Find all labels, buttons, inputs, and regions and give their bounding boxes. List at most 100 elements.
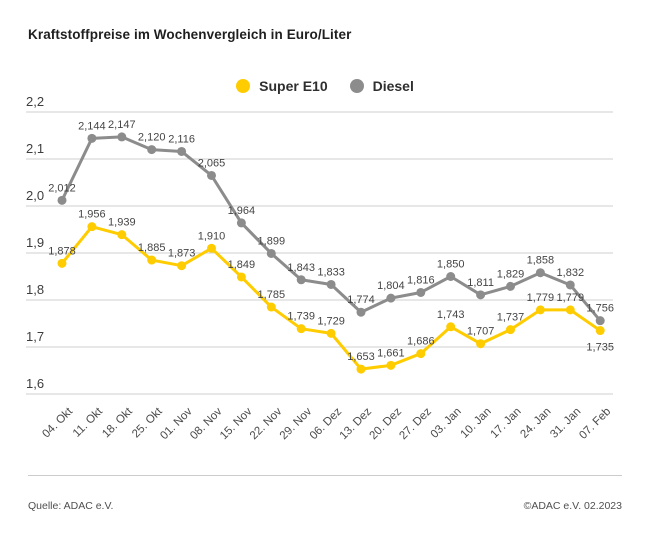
super-e10-value-label: 1,739	[287, 311, 315, 323]
x-axis-tick-label: 17. Jan	[488, 406, 523, 441]
super-e10-point	[117, 230, 127, 240]
diesel-value-label: 1,756	[586, 303, 614, 315]
super-e10-point	[565, 305, 575, 315]
super-e10-value-label: 1,849	[228, 259, 256, 271]
x-axis-tick-label: 07. Feb	[577, 406, 613, 442]
x-axis-tick-label: 31. Jan	[548, 406, 583, 441]
y-axis-tick-label: 1,6	[26, 376, 44, 391]
diesel-value-label: 1,829	[497, 268, 525, 280]
diesel-point	[356, 307, 366, 317]
diesel-legend-marker-icon	[349, 79, 364, 93]
super-e10-value-label: 1,785	[258, 289, 286, 301]
super-e10-value-label: 1,735	[586, 342, 614, 354]
source-note: Quelle: ADAC e.V.	[28, 500, 114, 512]
x-axis-tick-label: 11. Okt	[71, 405, 106, 440]
diesel-point	[147, 145, 157, 155]
diesel-value-label: 1,804	[377, 280, 405, 292]
super-e10-point	[535, 305, 545, 315]
diesel-point	[87, 133, 97, 143]
y-axis-tick-label: 2,0	[26, 188, 44, 203]
diesel-value-label: 2,012	[48, 182, 76, 194]
legend-item-super-e10: Super E10	[236, 78, 328, 94]
diesel-point	[266, 248, 276, 258]
super-e10-point	[87, 222, 97, 232]
super-e10-value-label: 1,956	[78, 209, 106, 221]
diesel-value-label: 1,816	[407, 274, 435, 286]
super-e10-point	[57, 258, 67, 268]
super-e10-point	[356, 364, 366, 374]
super-e10-value-label: 1,686	[407, 336, 435, 348]
diesel-value-label: 2,144	[78, 120, 106, 132]
diesel-point	[207, 170, 216, 180]
super-e10-value-label: 1,910	[198, 230, 226, 242]
super-e10-value-label: 1,707	[467, 326, 495, 338]
super-e10-value-label: 1,939	[108, 217, 136, 229]
diesel-point	[326, 279, 336, 289]
super-e10-point	[266, 302, 276, 312]
super-e10-point	[296, 324, 306, 334]
diesel-value-label: 2,120	[138, 132, 166, 144]
legend-label-diesel: Diesel	[372, 78, 414, 94]
x-axis-tick-label: 13. Dez	[338, 405, 375, 442]
chart-legend: Super E10 Diesel	[0, 78, 650, 94]
diesel-value-label: 2,147	[108, 119, 136, 131]
x-axis-tick-label: 24. Jan	[518, 406, 553, 441]
y-axis-tick-label: 1,9	[26, 235, 44, 250]
legend-item-diesel: Diesel	[349, 78, 414, 94]
super-e10-point	[506, 325, 515, 335]
super-e10-value-label: 1,729	[317, 315, 345, 327]
super-e10-point	[446, 322, 456, 332]
super-e10-point	[177, 261, 187, 271]
x-axis-tick-label: 22. Nov	[248, 405, 285, 442]
super-e10-value-label: 1,878	[48, 245, 76, 257]
super-e10-point	[326, 328, 336, 338]
chart-title: Kraftstoffpreise im Wochenvergleich in E…	[28, 27, 352, 42]
diesel-point	[595, 316, 605, 326]
x-axis-tick-label: 27. Dez	[397, 405, 434, 442]
x-axis-tick-label: 15. Nov	[218, 405, 255, 442]
x-axis-tick-label: 29. Nov	[278, 405, 315, 442]
legend-label-super-e10: Super E10	[259, 78, 328, 94]
x-axis-tick-label: 20. Dez	[368, 405, 405, 442]
diesel-point	[476, 290, 486, 300]
y-axis-tick-label: 1,7	[26, 329, 44, 344]
diesel-value-label: 1,964	[228, 205, 256, 217]
diesel-value-label: 1,858	[527, 255, 555, 267]
diesel-value-label: 1,832	[557, 267, 585, 279]
diesel-value-label: 1,899	[258, 235, 286, 247]
super-e10-point	[147, 255, 157, 265]
diesel-value-label: 1,811	[467, 277, 494, 289]
super-e10-value-label: 1,779	[557, 292, 585, 304]
super-e10-point	[416, 349, 426, 359]
super-e10-value-label: 1,737	[497, 312, 525, 324]
diesel-value-label: 1,850	[437, 259, 465, 271]
x-axis-tick-label: 08. Nov	[188, 405, 225, 442]
y-axis-tick-label: 2,2	[26, 94, 44, 109]
copyright-note: ©ADAC e.V. 02.2023	[523, 500, 622, 512]
super-e10-value-label: 1,779	[527, 292, 555, 304]
diesel-value-label: 1,843	[287, 262, 315, 274]
super-e10-value-label: 1,661	[377, 347, 405, 359]
diesel-point	[177, 146, 187, 156]
diesel-point	[565, 280, 575, 290]
diesel-point	[386, 293, 396, 303]
diesel-line	[60, 135, 602, 323]
super-e10-value-label: 1,653	[347, 351, 375, 363]
super-e10-point	[595, 326, 605, 336]
super-e10-value-label: 1,873	[168, 248, 196, 260]
super-e10-point	[236, 272, 246, 282]
super-e10-point	[476, 339, 486, 349]
diesel-point	[117, 132, 127, 142]
super-e10-point	[386, 360, 396, 370]
diesel-value-label: 2,116	[168, 133, 195, 145]
diesel-point	[506, 281, 515, 291]
diesel-point	[296, 275, 306, 285]
y-axis-tick-label: 2,1	[26, 141, 44, 156]
y-axis-tick-label: 1,8	[26, 282, 44, 297]
diesel-point	[446, 272, 456, 281]
super-e10-point	[207, 243, 216, 253]
x-axis-tick-label: 18. Okt	[100, 405, 135, 440]
diesel-point	[416, 287, 426, 297]
